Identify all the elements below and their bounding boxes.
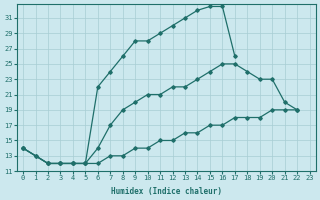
X-axis label: Humidex (Indice chaleur): Humidex (Indice chaleur) bbox=[111, 187, 222, 196]
